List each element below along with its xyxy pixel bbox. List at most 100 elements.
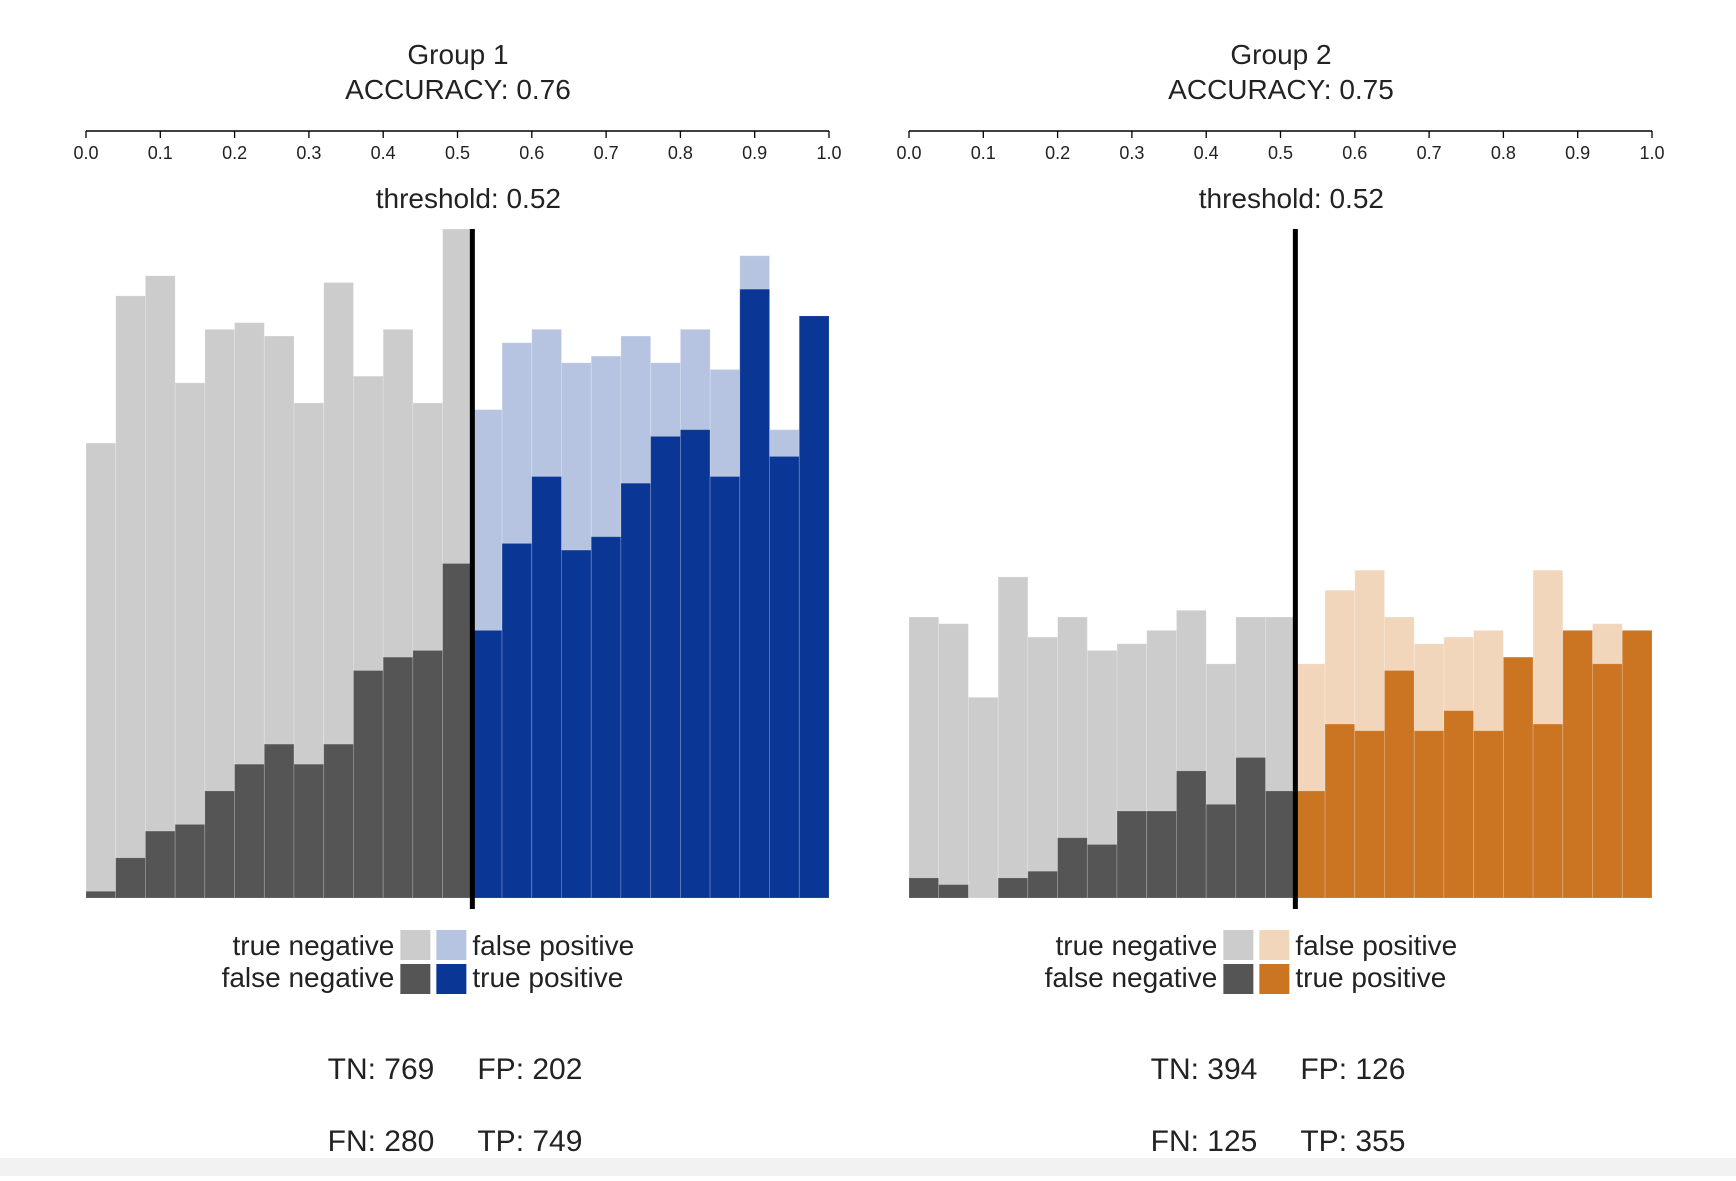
x-tick-label: 0.1	[148, 143, 173, 163]
x-tick-label: 0.3	[1119, 143, 1144, 163]
accuracy-label: ACCURACY: 0.75	[1168, 74, 1394, 105]
false-positive-swatch	[1259, 930, 1290, 960]
true-positive-bar	[471, 630, 503, 899]
false-negative-bar	[1057, 837, 1088, 899]
legend-false-positive: false positive	[472, 930, 634, 961]
false-negative-bar	[938, 884, 969, 899]
fn-count: FN: 280	[328, 1125, 435, 1158]
legend-true-negative: true negative	[232, 930, 394, 961]
false-negative-bar	[323, 743, 354, 899]
bottom-edge	[0, 1158, 1736, 1176]
true-positive-bar	[561, 549, 592, 899]
x-tick-label: 0.0	[73, 143, 98, 163]
false-negative-bar	[145, 830, 176, 899]
false-negative-bar	[1086, 844, 1118, 899]
fp-count: FP: 202	[477, 1053, 582, 1086]
panel-group-1: Group 1 ACCURACY: 0.76 0.0 0.1 0.2 0.3 0.4 0.5 0…	[73, 39, 841, 1158]
true-positive-bar	[1473, 730, 1504, 899]
true-positive-bar	[709, 476, 741, 899]
x-tick-label: 0.5	[1268, 143, 1293, 163]
x-tick-label: 0.5	[445, 143, 470, 163]
true-positive-bar	[620, 482, 652, 899]
true-positive-bar	[680, 429, 711, 899]
x-tick-label: 0.9	[1565, 143, 1590, 163]
true-negative-bar	[174, 382, 206, 899]
true-positive-bar	[590, 536, 622, 899]
x-tick-label: 0.7	[1417, 143, 1442, 163]
fp-count: FP: 126	[1300, 1053, 1405, 1086]
true-negative-bar	[115, 295, 146, 899]
x-tick-label: 0.0	[896, 143, 921, 163]
accuracy-label: ACCURACY: 0.76	[345, 74, 571, 105]
true-negative-swatch	[400, 930, 431, 960]
false-negative-bar	[1176, 770, 1207, 899]
true-negative-bar	[908, 616, 940, 899]
x-tick-label: 0.6	[1342, 143, 1367, 163]
false-negative-bar	[263, 743, 295, 899]
panel-group-2: Group 2 ACCURACY: 0.75 0.0 0.1 0.2 0.3 0.4 0.5 0…	[896, 39, 1664, 1158]
false-negative-bar	[353, 670, 384, 899]
false-negative-bar	[382, 656, 414, 899]
false-negative-bar	[412, 650, 444, 899]
true-negative-bar	[997, 576, 1029, 899]
x-tick-label: 1.0	[1639, 143, 1664, 163]
false-negative-bar	[1235, 757, 1267, 899]
x-tick-label: 0.4	[371, 143, 396, 163]
true-positive-bar	[1532, 723, 1564, 899]
legend-true-positive: true positive	[472, 962, 623, 993]
x-tick-label: 1.0	[816, 143, 841, 163]
threshold-label: threshold: 0.52	[1199, 183, 1384, 214]
false-negative-bar	[85, 890, 117, 899]
false-negative-swatch	[1223, 964, 1254, 994]
false-positive-swatch	[436, 930, 467, 960]
false-negative-swatch	[400, 964, 431, 994]
false-negative-bar	[293, 763, 325, 899]
true-positive-bar	[1621, 630, 1653, 899]
panel-title: Group 2	[1230, 39, 1331, 70]
true-negative-swatch	[1223, 930, 1254, 960]
true-negative-bar	[85, 442, 117, 899]
x-tick-label: 0.9	[742, 143, 767, 163]
true-positive-bar	[1324, 723, 1356, 899]
true-positive-bar	[739, 288, 770, 899]
true-positive-bar	[1354, 730, 1385, 899]
x-tick-label: 0.2	[1045, 143, 1070, 163]
false-negative-bar	[1146, 810, 1177, 899]
true-negative-bar	[145, 275, 176, 899]
false-negative-bar	[234, 763, 265, 899]
false-negative-bar	[1205, 803, 1237, 899]
false-negative-bar	[174, 824, 206, 899]
false-negative-bar	[1027, 870, 1059, 899]
true-positive-bar	[769, 456, 800, 899]
tn-count: TN: 769	[328, 1053, 435, 1086]
fn-count: FN: 125	[1151, 1125, 1258, 1158]
x-tick-label: 0.8	[668, 143, 693, 163]
false-negative-bar	[115, 857, 146, 899]
tp-count: TP: 749	[477, 1125, 582, 1158]
legend-false-positive: false positive	[1295, 930, 1457, 961]
true-positive-bar	[501, 543, 533, 899]
false-negative-bar	[1265, 790, 1296, 899]
true-negative-bar	[968, 696, 999, 899]
true-positive-bar	[798, 315, 830, 899]
false-negative-bar	[442, 563, 473, 899]
true-positive-bar	[1592, 663, 1623, 899]
tp-count: TP: 355	[1300, 1125, 1405, 1158]
true-positive-bar	[1294, 790, 1326, 899]
threshold-label: threshold: 0.52	[376, 183, 561, 214]
true-negative-bar	[938, 623, 969, 899]
x-tick-label: 0.6	[519, 143, 544, 163]
false-negative-bar	[1116, 810, 1148, 899]
true-positive-bar	[1413, 730, 1445, 899]
legend-false-negative: false negative	[222, 962, 395, 993]
x-tick-label: 0.2	[222, 143, 247, 163]
true-positive-swatch	[436, 964, 467, 994]
legend-false-negative: false negative	[1045, 962, 1218, 993]
true-positive-bar	[1503, 656, 1534, 899]
false-negative-bar	[908, 877, 940, 899]
true-positive-swatch	[1259, 964, 1290, 994]
panel-title: Group 1	[407, 39, 508, 70]
true-positive-bar	[1384, 670, 1415, 899]
legend-true-positive: true positive	[1295, 962, 1446, 993]
